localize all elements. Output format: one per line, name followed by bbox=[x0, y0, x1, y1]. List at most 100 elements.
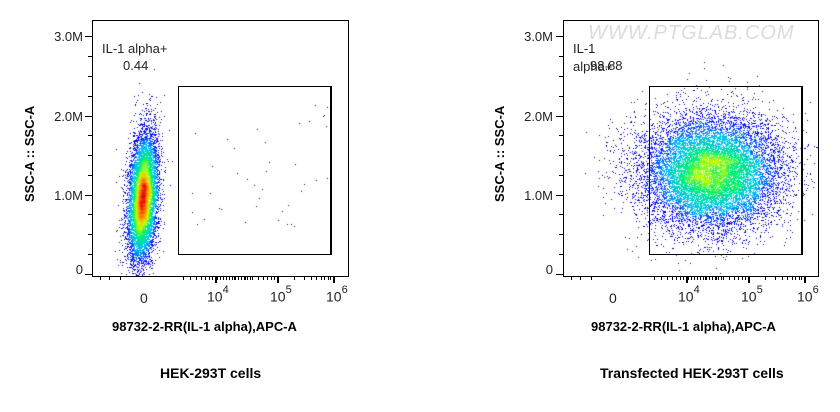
tick-mark bbox=[85, 116, 92, 117]
tick-mark bbox=[88, 155, 92, 156]
tick-mark bbox=[556, 274, 563, 275]
tick-mark bbox=[691, 277, 692, 280]
tick-mark bbox=[333, 277, 335, 283]
tick-mark bbox=[571, 277, 572, 280]
tick-mark bbox=[190, 277, 192, 280]
tick-mark bbox=[232, 277, 233, 280]
tick-base: 10 bbox=[326, 288, 342, 305]
x-tick-label-1e6: 106 bbox=[326, 284, 348, 305]
tick-mark bbox=[277, 277, 279, 283]
tick-mark bbox=[233, 277, 235, 280]
tick-mark bbox=[220, 277, 221, 280]
tick-mark bbox=[706, 277, 707, 280]
panel-caption: HEK-293T cells bbox=[160, 365, 262, 381]
x-tick-label-zero: 0 bbox=[609, 290, 617, 306]
scatter-density-plot bbox=[93, 21, 348, 276]
tick-mark bbox=[774, 277, 776, 280]
tick-mark bbox=[718, 277, 719, 280]
tick-mark bbox=[559, 155, 563, 156]
tick-mark bbox=[327, 277, 329, 280]
tick-mark bbox=[267, 277, 269, 280]
tick-mark bbox=[709, 277, 710, 280]
tick-mark bbox=[226, 277, 227, 280]
tick-mark bbox=[88, 96, 92, 97]
tick-mark bbox=[661, 277, 663, 280]
tick-mark bbox=[715, 277, 716, 280]
tick-mark bbox=[676, 277, 678, 280]
tick-base: 10 bbox=[797, 288, 813, 305]
tick-mark bbox=[559, 135, 563, 136]
tick-mark bbox=[235, 277, 236, 280]
tick-mark bbox=[781, 277, 783, 280]
tick-mark bbox=[559, 234, 563, 235]
tick-mark bbox=[303, 277, 305, 280]
tick-mark bbox=[686, 277, 688, 283]
y-tick-label: 2.0M bbox=[524, 109, 553, 124]
tick-mark bbox=[85, 274, 92, 275]
tick-mark bbox=[729, 277, 731, 280]
tick-exponent: 4 bbox=[693, 284, 700, 296]
tick-mark bbox=[270, 277, 272, 280]
gate-rectangle[interactable] bbox=[649, 86, 803, 255]
tick-mark bbox=[88, 175, 92, 176]
tick-exponent: 6 bbox=[341, 284, 348, 296]
gate-label: IL-1 alpha+ bbox=[573, 41, 613, 74]
tick-mark bbox=[88, 135, 92, 136]
x-axis-title: 98732-2-RR(IL-1 alpha),APC-A bbox=[112, 319, 297, 334]
y-tick-label: 1.0M bbox=[54, 188, 83, 203]
tick-exponent: 6 bbox=[812, 284, 819, 296]
tick-mark bbox=[252, 277, 254, 280]
tick-mark bbox=[229, 277, 230, 280]
tick-mark bbox=[787, 277, 789, 280]
tick-mark bbox=[88, 234, 92, 235]
tick-mark bbox=[244, 277, 246, 280]
tick-base: 10 bbox=[678, 288, 694, 305]
tick-mark bbox=[688, 277, 689, 280]
y-tick-label: 3.0M bbox=[54, 29, 83, 44]
tick-mark bbox=[721, 277, 722, 280]
tick-mark bbox=[741, 277, 743, 280]
tick-mark bbox=[700, 277, 701, 280]
watermark: WWW.PTGLAB.COM bbox=[588, 22, 795, 44]
gate-rectangle[interactable] bbox=[178, 86, 332, 255]
tick-mark bbox=[791, 277, 793, 280]
tick-mark bbox=[694, 277, 695, 280]
tick-mark bbox=[764, 277, 766, 280]
tick-mark bbox=[215, 277, 217, 283]
x-tick-label-1e5: 105 bbox=[270, 284, 292, 305]
x-tick-label-1e4: 104 bbox=[207, 284, 229, 305]
gate-percentage: 98.88 bbox=[590, 58, 623, 73]
gate-percentage: 0.44 bbox=[123, 58, 149, 73]
tick-mark bbox=[88, 76, 92, 77]
tick-mark bbox=[704, 277, 706, 280]
tick-mark bbox=[591, 277, 592, 280]
x-tick-label-1e4: 104 bbox=[678, 284, 700, 305]
tick-exponent: 4 bbox=[222, 284, 229, 296]
plot-panel-left: SSC-A :: SSC-A 3.0M 2.0M 1.0M 0 IL-1 alp… bbox=[22, 20, 349, 381]
tick-mark bbox=[120, 277, 121, 280]
tick-mark bbox=[580, 277, 581, 280]
tick-mark bbox=[559, 96, 563, 97]
tick-mark bbox=[223, 277, 224, 280]
tick-mark bbox=[324, 277, 326, 280]
y-tick-label: 0 bbox=[545, 262, 553, 277]
tick-mark bbox=[316, 277, 318, 280]
tick-mark bbox=[293, 277, 295, 280]
tick-mark bbox=[683, 277, 685, 280]
tick-mark bbox=[672, 277, 674, 280]
tick-mark bbox=[712, 277, 713, 280]
tick-mark bbox=[85, 36, 92, 37]
y-tick-label: 0 bbox=[75, 262, 83, 277]
tick-mark bbox=[804, 277, 806, 283]
tick-mark bbox=[258, 277, 260, 280]
tick-mark bbox=[748, 277, 750, 283]
x-tick-label-zero: 0 bbox=[140, 290, 148, 306]
tick-mark bbox=[556, 36, 563, 37]
tick-mark bbox=[559, 175, 563, 176]
scatter-density-plot bbox=[564, 21, 818, 276]
tick-mark bbox=[667, 277, 669, 280]
tick-mark bbox=[263, 277, 265, 280]
tick-mark bbox=[109, 277, 110, 280]
x-tick-label-1e6: 106 bbox=[797, 284, 819, 305]
y-tick-label: 3.0M bbox=[524, 29, 553, 44]
